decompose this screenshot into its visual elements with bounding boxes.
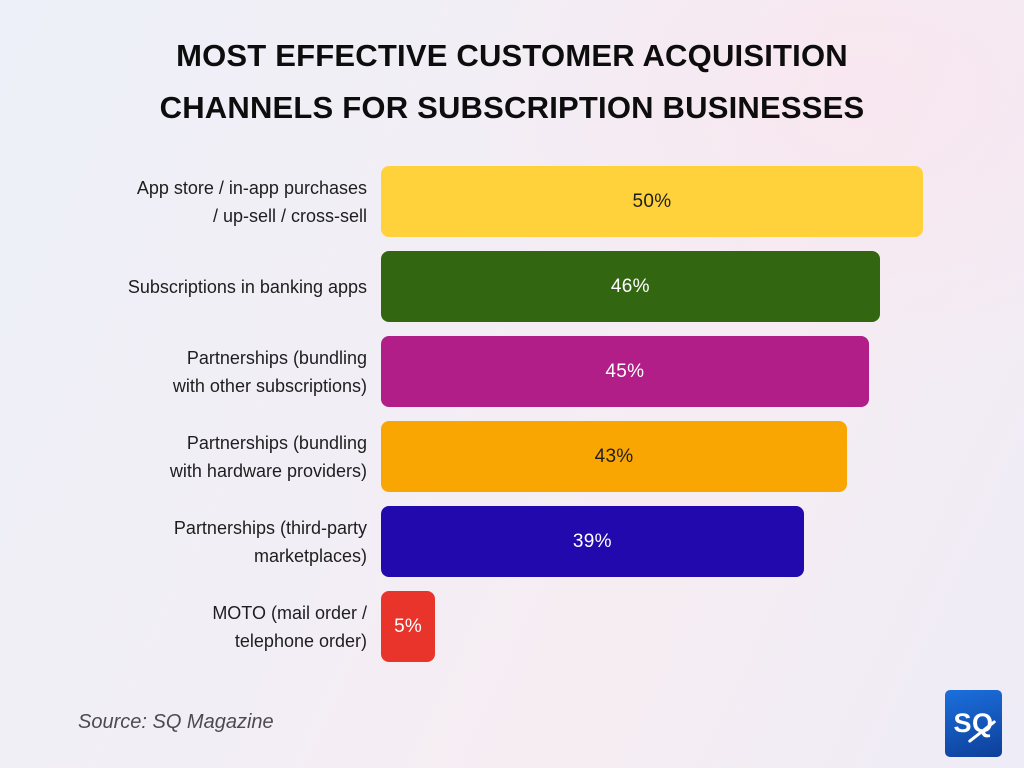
source-attribution: Source: SQ Magazine [78, 711, 274, 733]
value-label: 46% [610, 275, 650, 297]
bar-chart: App store / in-app purchases / up-sell /… [60, 166, 923, 676]
sq-magazine-logo: SQ [945, 690, 1002, 757]
bar-partnerships-subscriptions: 45% [381, 336, 869, 407]
bar-track: 45% [381, 336, 923, 407]
chart-title: MOST EFFECTIVE CUSTOMER ACQUISITION CHAN… [159, 38, 865, 125]
bar-partnerships-marketplaces: 39% [381, 506, 804, 577]
bar-partnerships-hardware: 43% [381, 421, 848, 492]
bar-track: 46% [381, 251, 923, 322]
category-label: Partnerships (bundling with hardware pro… [169, 432, 367, 481]
category-label: MOTO (mail order / telephone order) [212, 602, 367, 651]
chart-row: Subscriptions in banking apps 46% [60, 251, 923, 322]
category-label: App store / in-app purchases / up-sell /… [136, 177, 367, 226]
value-label: 50% [632, 190, 672, 212]
category-label: Partnerships (third-party marketplaces) [173, 517, 367, 566]
bar-track: 50% [381, 166, 923, 237]
bar-track: 5% [381, 591, 923, 662]
value-label: 43% [594, 445, 634, 467]
category-label: Partnerships (bundling with other subscr… [172, 347, 367, 396]
category-label: Subscriptions in banking apps [127, 276, 367, 297]
bar-track: 39% [381, 506, 923, 577]
chart-row: Partnerships (third-party marketplaces) … [60, 506, 923, 577]
chart-row: App store / in-app purchases / up-sell /… [60, 166, 923, 237]
bar-app-store: 50% [381, 166, 923, 237]
bar-moto: 5% [381, 591, 436, 662]
value-label: 5% [394, 615, 423, 637]
bar-track: 43% [381, 421, 923, 492]
value-label: 39% [572, 530, 612, 552]
chart-row: MOTO (mail order / telephone order) 5% [60, 591, 923, 662]
sq-logo-text: SQ [953, 708, 994, 738]
chart-row: Partnerships (bundling with other subscr… [60, 336, 923, 407]
bar-banking-apps: 46% [381, 251, 880, 322]
chart-row: Partnerships (bundling with hardware pro… [60, 421, 923, 492]
value-label: 45% [605, 360, 645, 382]
